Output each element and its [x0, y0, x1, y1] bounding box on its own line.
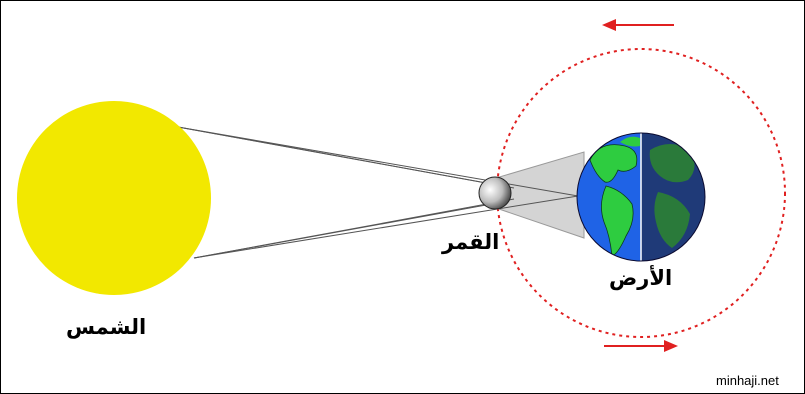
direction-arrow-bottom: [604, 340, 678, 352]
moon-label: القمر: [442, 230, 500, 254]
moon-sphere: [478, 176, 512, 210]
sun-rays: [177, 126, 579, 259]
sun-label: الشمس: [66, 315, 147, 339]
direction-arrow-top: [602, 19, 674, 31]
earth-globe: [576, 132, 706, 262]
site-credit: minhaji.net: [716, 373, 779, 388]
sun-disk: [17, 101, 211, 295]
moon-orbit: [496, 48, 786, 338]
earth-label: الأرض: [609, 266, 673, 290]
